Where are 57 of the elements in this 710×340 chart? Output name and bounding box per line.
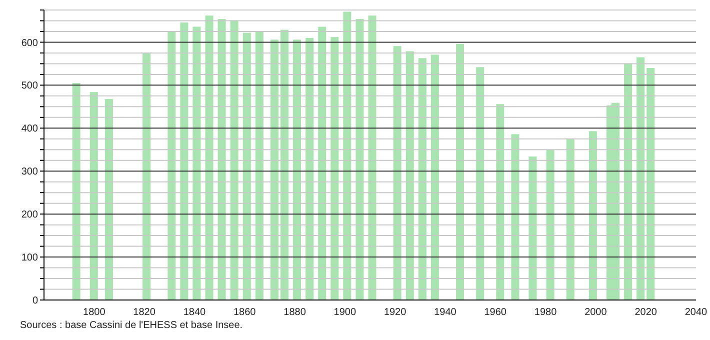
bar bbox=[293, 40, 302, 300]
x-tick-label: 1800 bbox=[83, 307, 106, 318]
bar bbox=[406, 51, 414, 300]
x-tick-label: 1980 bbox=[534, 307, 558, 318]
bar bbox=[318, 26, 326, 300]
bar bbox=[430, 54, 439, 300]
bar bbox=[306, 38, 314, 300]
y-tick-label: 500 bbox=[21, 80, 38, 92]
source-note: Sources : base Cassini de l'EHESS et base Insee. bbox=[20, 320, 243, 331]
bar bbox=[418, 58, 426, 300]
bar bbox=[476, 67, 484, 300]
x-tick-label: 1860 bbox=[233, 307, 256, 318]
bar bbox=[180, 22, 188, 300]
bar bbox=[72, 83, 80, 300]
y-tick-label: 0 bbox=[32, 296, 38, 307]
bar bbox=[343, 12, 352, 300]
y-tick-label: 300 bbox=[21, 166, 38, 178]
bar bbox=[646, 68, 655, 300]
bar bbox=[255, 31, 264, 300]
y-tick-label: 400 bbox=[21, 124, 38, 135]
bar bbox=[90, 92, 98, 300]
bar bbox=[218, 19, 226, 300]
bar bbox=[242, 32, 251, 300]
x-tick-label: 1940 bbox=[434, 307, 457, 318]
x-tick-label: 1840 bbox=[183, 307, 206, 318]
x-tick-label: 1920 bbox=[384, 307, 407, 318]
bar bbox=[270, 40, 278, 300]
bar bbox=[168, 31, 176, 300]
bar bbox=[142, 52, 151, 300]
x-tick-label: 1960 bbox=[484, 307, 507, 318]
bar bbox=[588, 131, 597, 300]
y-tick-label: 200 bbox=[21, 210, 38, 221]
bar bbox=[624, 63, 632, 300]
bar bbox=[456, 44, 464, 300]
bar bbox=[330, 37, 339, 300]
x-tick-label: 2000 bbox=[584, 307, 608, 318]
bar bbox=[528, 156, 537, 300]
bar bbox=[368, 16, 376, 300]
bar bbox=[104, 98, 113, 300]
bar bbox=[636, 57, 645, 300]
x-tick-label: 2020 bbox=[634, 307, 658, 318]
bar bbox=[546, 150, 554, 300]
x-tick-label: 1880 bbox=[284, 307, 306, 318]
bar bbox=[393, 46, 402, 300]
x-tick-label: 2040 bbox=[684, 307, 708, 318]
y-tick-label: 600 bbox=[21, 38, 38, 49]
bar bbox=[566, 138, 574, 300]
bar bbox=[205, 16, 214, 300]
bar bbox=[356, 19, 364, 300]
x-tick-label: 1820 bbox=[133, 307, 156, 318]
bar bbox=[280, 30, 288, 300]
bar bbox=[496, 104, 504, 300]
bar bbox=[511, 134, 520, 300]
y-tick-label: 100 bbox=[21, 252, 38, 264]
bar bbox=[192, 26, 201, 300]
bar bbox=[230, 20, 238, 300]
x-tick-label: 1900 bbox=[334, 307, 356, 318]
